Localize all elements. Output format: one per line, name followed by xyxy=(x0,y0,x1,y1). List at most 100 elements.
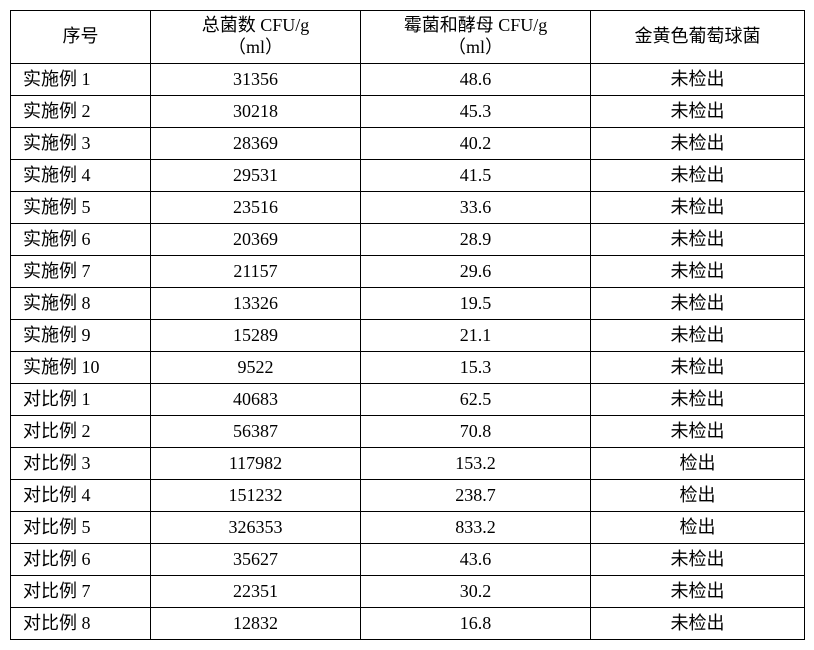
table-row: 对比例 81283216.8未检出 xyxy=(11,608,805,640)
cell-staph: 未检出 xyxy=(591,384,805,416)
col-header-mold-line2: （ml） xyxy=(361,37,590,59)
cell-mold: 48.6 xyxy=(361,64,591,96)
row-label: 对比例 5 xyxy=(11,512,151,544)
table-body: 实施例 13135648.6未检出实施例 23021845.3未检出实施例 32… xyxy=(11,64,805,640)
table-row: 实施例 81332619.5未检出 xyxy=(11,288,805,320)
row-label: 实施例 3 xyxy=(11,128,151,160)
cell-mold: 70.8 xyxy=(361,416,591,448)
header-row: 序号 总菌数 CFU/g （ml） 霉菌和酵母 CFU/g （ml） 金黄色葡萄… xyxy=(11,11,805,64)
table-row: 实施例 91528921.1未检出 xyxy=(11,320,805,352)
table-row: 对比例 63562743.6未检出 xyxy=(11,544,805,576)
table-row: 对比例 5326353833.2检出 xyxy=(11,512,805,544)
cell-staph: 检出 xyxy=(591,480,805,512)
table-row: 实施例 52351633.6未检出 xyxy=(11,192,805,224)
row-label: 实施例 1 xyxy=(11,64,151,96)
cell-total: 23516 xyxy=(151,192,361,224)
row-label: 实施例 2 xyxy=(11,96,151,128)
cell-mold: 238.7 xyxy=(361,480,591,512)
table-row: 实施例 10952215.3未检出 xyxy=(11,352,805,384)
cell-total: 21157 xyxy=(151,256,361,288)
cell-mold: 28.9 xyxy=(361,224,591,256)
col-header-staph: 金黄色葡萄球菌 xyxy=(591,11,805,64)
row-label: 对比例 2 xyxy=(11,416,151,448)
col-header-mold-line1: 霉菌和酵母 CFU/g xyxy=(361,15,590,37)
cell-staph: 未检出 xyxy=(591,64,805,96)
cell-staph: 未检出 xyxy=(591,544,805,576)
table-row: 对比例 4151232238.7检出 xyxy=(11,480,805,512)
row-label: 对比例 3 xyxy=(11,448,151,480)
row-label: 实施例 4 xyxy=(11,160,151,192)
cell-staph: 检出 xyxy=(591,512,805,544)
cell-mold: 45.3 xyxy=(361,96,591,128)
row-label: 对比例 8 xyxy=(11,608,151,640)
table-row: 实施例 13135648.6未检出 xyxy=(11,64,805,96)
table-row: 对比例 14068362.5未检出 xyxy=(11,384,805,416)
cell-total: 326353 xyxy=(151,512,361,544)
cell-staph: 检出 xyxy=(591,448,805,480)
cell-mold: 62.5 xyxy=(361,384,591,416)
cell-mold: 29.6 xyxy=(361,256,591,288)
cell-staph: 未检出 xyxy=(591,352,805,384)
cell-staph: 未检出 xyxy=(591,416,805,448)
cell-staph: 未检出 xyxy=(591,288,805,320)
col-header-total: 总菌数 CFU/g （ml） xyxy=(151,11,361,64)
row-label: 对比例 7 xyxy=(11,576,151,608)
cell-total: 13326 xyxy=(151,288,361,320)
cell-staph: 未检出 xyxy=(591,96,805,128)
cell-total: 30218 xyxy=(151,96,361,128)
cell-total: 40683 xyxy=(151,384,361,416)
cell-total: 117982 xyxy=(151,448,361,480)
cell-staph: 未检出 xyxy=(591,608,805,640)
col-header-mold: 霉菌和酵母 CFU/g （ml） xyxy=(361,11,591,64)
cell-total: 9522 xyxy=(151,352,361,384)
cell-total: 31356 xyxy=(151,64,361,96)
cell-mold: 833.2 xyxy=(361,512,591,544)
table-row: 对比例 3117982153.2检出 xyxy=(11,448,805,480)
col-header-total-line1: 总菌数 CFU/g xyxy=(151,15,360,37)
cell-mold: 33.6 xyxy=(361,192,591,224)
row-label: 实施例 9 xyxy=(11,320,151,352)
cell-staph: 未检出 xyxy=(591,224,805,256)
cell-mold: 153.2 xyxy=(361,448,591,480)
cell-total: 28369 xyxy=(151,128,361,160)
cell-total: 22351 xyxy=(151,576,361,608)
cell-staph: 未检出 xyxy=(591,128,805,160)
cell-staph: 未检出 xyxy=(591,256,805,288)
table-row: 实施例 32836940.2未检出 xyxy=(11,128,805,160)
cell-mold: 21.1 xyxy=(361,320,591,352)
cell-staph: 未检出 xyxy=(591,320,805,352)
table-row: 对比例 25638770.8未检出 xyxy=(11,416,805,448)
row-label: 实施例 6 xyxy=(11,224,151,256)
cell-mold: 41.5 xyxy=(361,160,591,192)
row-label: 实施例 10 xyxy=(11,352,151,384)
table-row: 实施例 42953141.5未检出 xyxy=(11,160,805,192)
col-header-total-line2: （ml） xyxy=(151,37,360,59)
cell-total: 12832 xyxy=(151,608,361,640)
cell-staph: 未检出 xyxy=(591,576,805,608)
cell-mold: 16.8 xyxy=(361,608,591,640)
cell-total: 56387 xyxy=(151,416,361,448)
col-header-index: 序号 xyxy=(11,11,151,64)
cell-mold: 15.3 xyxy=(361,352,591,384)
cell-total: 29531 xyxy=(151,160,361,192)
cell-staph: 未检出 xyxy=(591,192,805,224)
row-label: 对比例 1 xyxy=(11,384,151,416)
cell-mold: 40.2 xyxy=(361,128,591,160)
cell-total: 151232 xyxy=(151,480,361,512)
cell-staph: 未检出 xyxy=(591,160,805,192)
row-label: 对比例 6 xyxy=(11,544,151,576)
row-label: 实施例 8 xyxy=(11,288,151,320)
table-row: 实施例 62036928.9未检出 xyxy=(11,224,805,256)
cell-mold: 43.6 xyxy=(361,544,591,576)
cell-total: 20369 xyxy=(151,224,361,256)
cell-mold: 30.2 xyxy=(361,576,591,608)
row-label: 实施例 7 xyxy=(11,256,151,288)
table-row: 实施例 23021845.3未检出 xyxy=(11,96,805,128)
data-table: 序号 总菌数 CFU/g （ml） 霉菌和酵母 CFU/g （ml） 金黄色葡萄… xyxy=(10,10,805,640)
cell-mold: 19.5 xyxy=(361,288,591,320)
cell-total: 35627 xyxy=(151,544,361,576)
cell-total: 15289 xyxy=(151,320,361,352)
row-label: 实施例 5 xyxy=(11,192,151,224)
table-row: 对比例 72235130.2未检出 xyxy=(11,576,805,608)
row-label: 对比例 4 xyxy=(11,480,151,512)
